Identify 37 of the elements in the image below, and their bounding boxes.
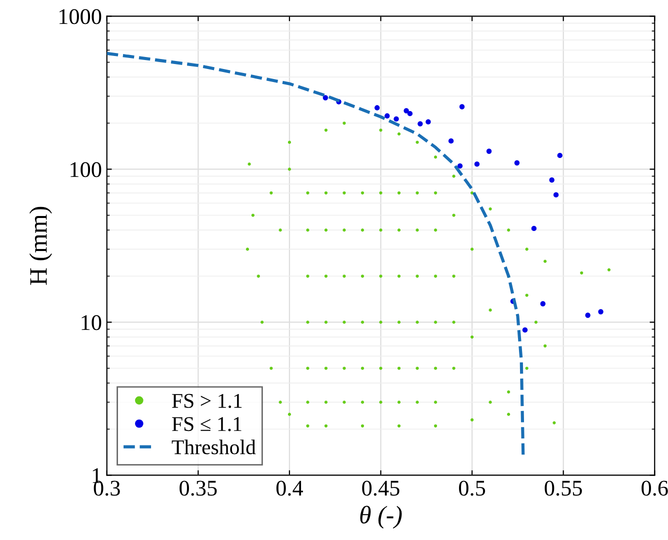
legend-label: FS > 1.1 (172, 394, 242, 408)
legend-label: FS ≤ 1.1 (172, 417, 242, 432)
x-tick-label: 0.45 (362, 480, 400, 496)
legend-label: Threshold (172, 440, 256, 454)
x-tick-label: 0.3 (94, 480, 120, 496)
point (549, 177, 554, 183)
point (394, 116, 399, 122)
y-axis-title: H (mm) (29, 206, 52, 285)
point (322, 95, 328, 100)
point (540, 301, 546, 306)
y-tick-label: 100 (70, 162, 102, 178)
point (418, 121, 423, 126)
point (459, 104, 465, 110)
point (457, 163, 463, 169)
point (384, 113, 390, 119)
point (514, 160, 520, 166)
x-tick-label: 0.4 (276, 480, 304, 496)
point (531, 226, 537, 232)
x-tick-label: 0.6 (642, 480, 668, 496)
point (407, 110, 413, 116)
point (474, 161, 480, 167)
point (522, 327, 528, 333)
point (404, 108, 409, 114)
point (553, 192, 559, 198)
point (448, 138, 454, 144)
x-axis-title: θ (-) (360, 506, 402, 529)
point (374, 105, 380, 110)
point (598, 309, 604, 314)
point (557, 152, 562, 158)
x-tick-label: 0.35 (180, 480, 217, 496)
x-tick-label: 0.5 (459, 480, 486, 496)
point (426, 119, 431, 124)
y-tick-label: 1000 (60, 9, 102, 24)
point (585, 312, 590, 318)
point (486, 148, 492, 154)
y-tick-label: 10 (82, 315, 102, 330)
x-tick-label: 0.55 (544, 480, 582, 496)
